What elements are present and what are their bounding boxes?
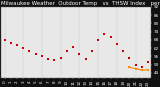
Point [128,67,131,68]
Text: Milwaukee Weather  Outdoor Temp   vs  THSW Index   per Hour   (24 Hours): Milwaukee Weather Outdoor Temp vs THSW I… [1,1,160,6]
Point [122,50,124,52]
Point [66,50,68,52]
Point [28,50,31,52]
Point [134,64,137,65]
Point [47,58,49,60]
Point [103,34,106,35]
Point [84,58,87,60]
Point [9,42,12,43]
Point [141,67,143,68]
Point [97,39,100,40]
Point [59,57,62,58]
Point [53,60,56,61]
Point [147,69,149,71]
Point [3,39,6,40]
Point [78,53,81,54]
Point [141,69,143,71]
Point [147,61,149,62]
Point [72,46,75,47]
Point [109,36,112,38]
Point [34,53,37,54]
Point [116,43,118,45]
Point [22,47,24,49]
Point [91,50,93,52]
Point [16,45,18,46]
Point [128,57,131,58]
Point [41,56,43,57]
Point [134,68,137,69]
